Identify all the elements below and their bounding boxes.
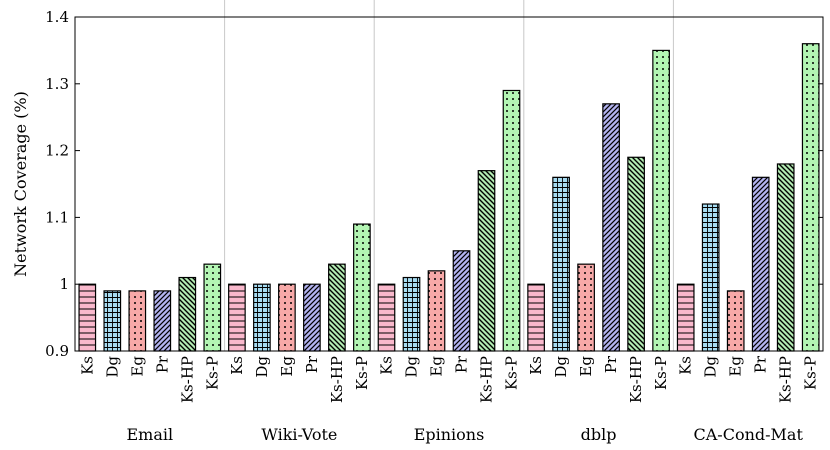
bar-dg <box>103 290 122 352</box>
bar-ks-p <box>801 43 820 352</box>
bar-ks-p <box>502 89 521 352</box>
bar-label: Ks-P <box>203 356 221 390</box>
bar-label: Eg <box>128 356 146 377</box>
y-tick-label: 1.1 <box>45 208 69 226</box>
y-tick-label: 1 <box>59 275 69 293</box>
bar-label: Dg <box>103 356 121 378</box>
bar-label: Dg <box>552 356 570 378</box>
y-axis-title: Network Coverage (%) <box>11 91 30 277</box>
bar-label: Ks-HP <box>627 356 645 403</box>
bar-label: Dg <box>403 356 421 378</box>
bar-label: Pr <box>153 355 171 373</box>
bar-ks <box>78 283 97 352</box>
bar-eg <box>577 263 595 352</box>
bar-label: Ks <box>228 356 246 375</box>
bar-pr <box>751 176 770 352</box>
bar-ks-p <box>652 49 670 352</box>
bar-label: Ks-HP <box>777 356 795 403</box>
group-labels: Email Wiki-Vote Epinions dblp CA-Cond-Mat <box>126 425 803 444</box>
bar-eg <box>128 290 147 352</box>
bar-pr <box>452 250 471 352</box>
y-tick-label: 1.4 <box>45 8 69 26</box>
bar-pr <box>153 290 172 352</box>
bar-labels: Ks Dg Eg Pr Ks-HP Ks-P Ks Dg Eg Pr Ks-HP Ks-P Ks Dg Eg… <box>78 355 819 403</box>
bar-eg <box>427 270 446 352</box>
bar-label: Ks-HP <box>178 356 196 403</box>
bar-pr <box>602 103 620 352</box>
bar-ks <box>228 283 246 352</box>
category-label: Epinions <box>414 425 485 444</box>
bar-label: Pr <box>453 355 471 373</box>
bar-ks-hp <box>178 276 197 352</box>
bar-label: Ks <box>378 356 396 375</box>
bar-ks-p <box>203 263 222 352</box>
group-dividers <box>224 0 674 351</box>
bar-label: Eg <box>577 356 595 377</box>
bar-dg <box>402 276 421 352</box>
bar-ks-hp <box>328 263 346 352</box>
bar-ks <box>377 283 396 352</box>
bar-label: Dg <box>702 356 720 378</box>
bar-label: Ks <box>677 356 695 375</box>
bar-dg <box>253 283 271 352</box>
bar-label: Eg <box>278 356 296 377</box>
bar-label: Pr <box>752 355 770 373</box>
category-label: dblp <box>581 425 617 444</box>
bar-label: Eg <box>727 356 745 377</box>
y-tick-label: 1.3 <box>45 75 69 93</box>
bar-ks-hp <box>477 170 496 352</box>
bar-dg <box>552 176 570 352</box>
plot-frame <box>74 16 824 352</box>
bar-label: Ks-HP <box>478 356 496 403</box>
category-label: CA-Cond-Mat <box>694 425 804 444</box>
y-tick-label: 0.9 <box>45 342 69 360</box>
bar-ks-hp <box>627 156 645 352</box>
bar-ks <box>527 283 545 352</box>
bar-label: Eg <box>428 356 446 377</box>
bar-ks-p <box>353 223 371 352</box>
bar-label: Pr <box>602 355 620 373</box>
bar-ks-hp <box>776 163 795 352</box>
bars <box>78 43 820 352</box>
bar-label: Ks-P <box>353 356 371 390</box>
bar-ks <box>676 283 695 352</box>
category-label: Email <box>126 425 173 444</box>
bar-eg <box>278 283 296 352</box>
bar-label: Dg <box>253 356 271 378</box>
bar-dg <box>701 203 720 352</box>
bar-label: Ks-P <box>652 356 670 390</box>
bar-label: Pr <box>303 355 321 373</box>
bar-label: Ks <box>527 356 545 375</box>
y-tick-label: 1.2 <box>45 142 69 160</box>
category-label: Wiki-Vote <box>261 425 337 444</box>
y-axis-ticks: 0.9 1 1.1 1.2 1.3 1.4 <box>45 8 823 360</box>
bar-label: Ks <box>78 356 96 375</box>
bar-label: Ks-P <box>802 356 820 390</box>
bar-eg <box>726 290 745 352</box>
bar-pr <box>303 283 321 352</box>
bar-label: Ks-P <box>503 356 521 390</box>
bar-label: Ks-HP <box>328 356 346 403</box>
